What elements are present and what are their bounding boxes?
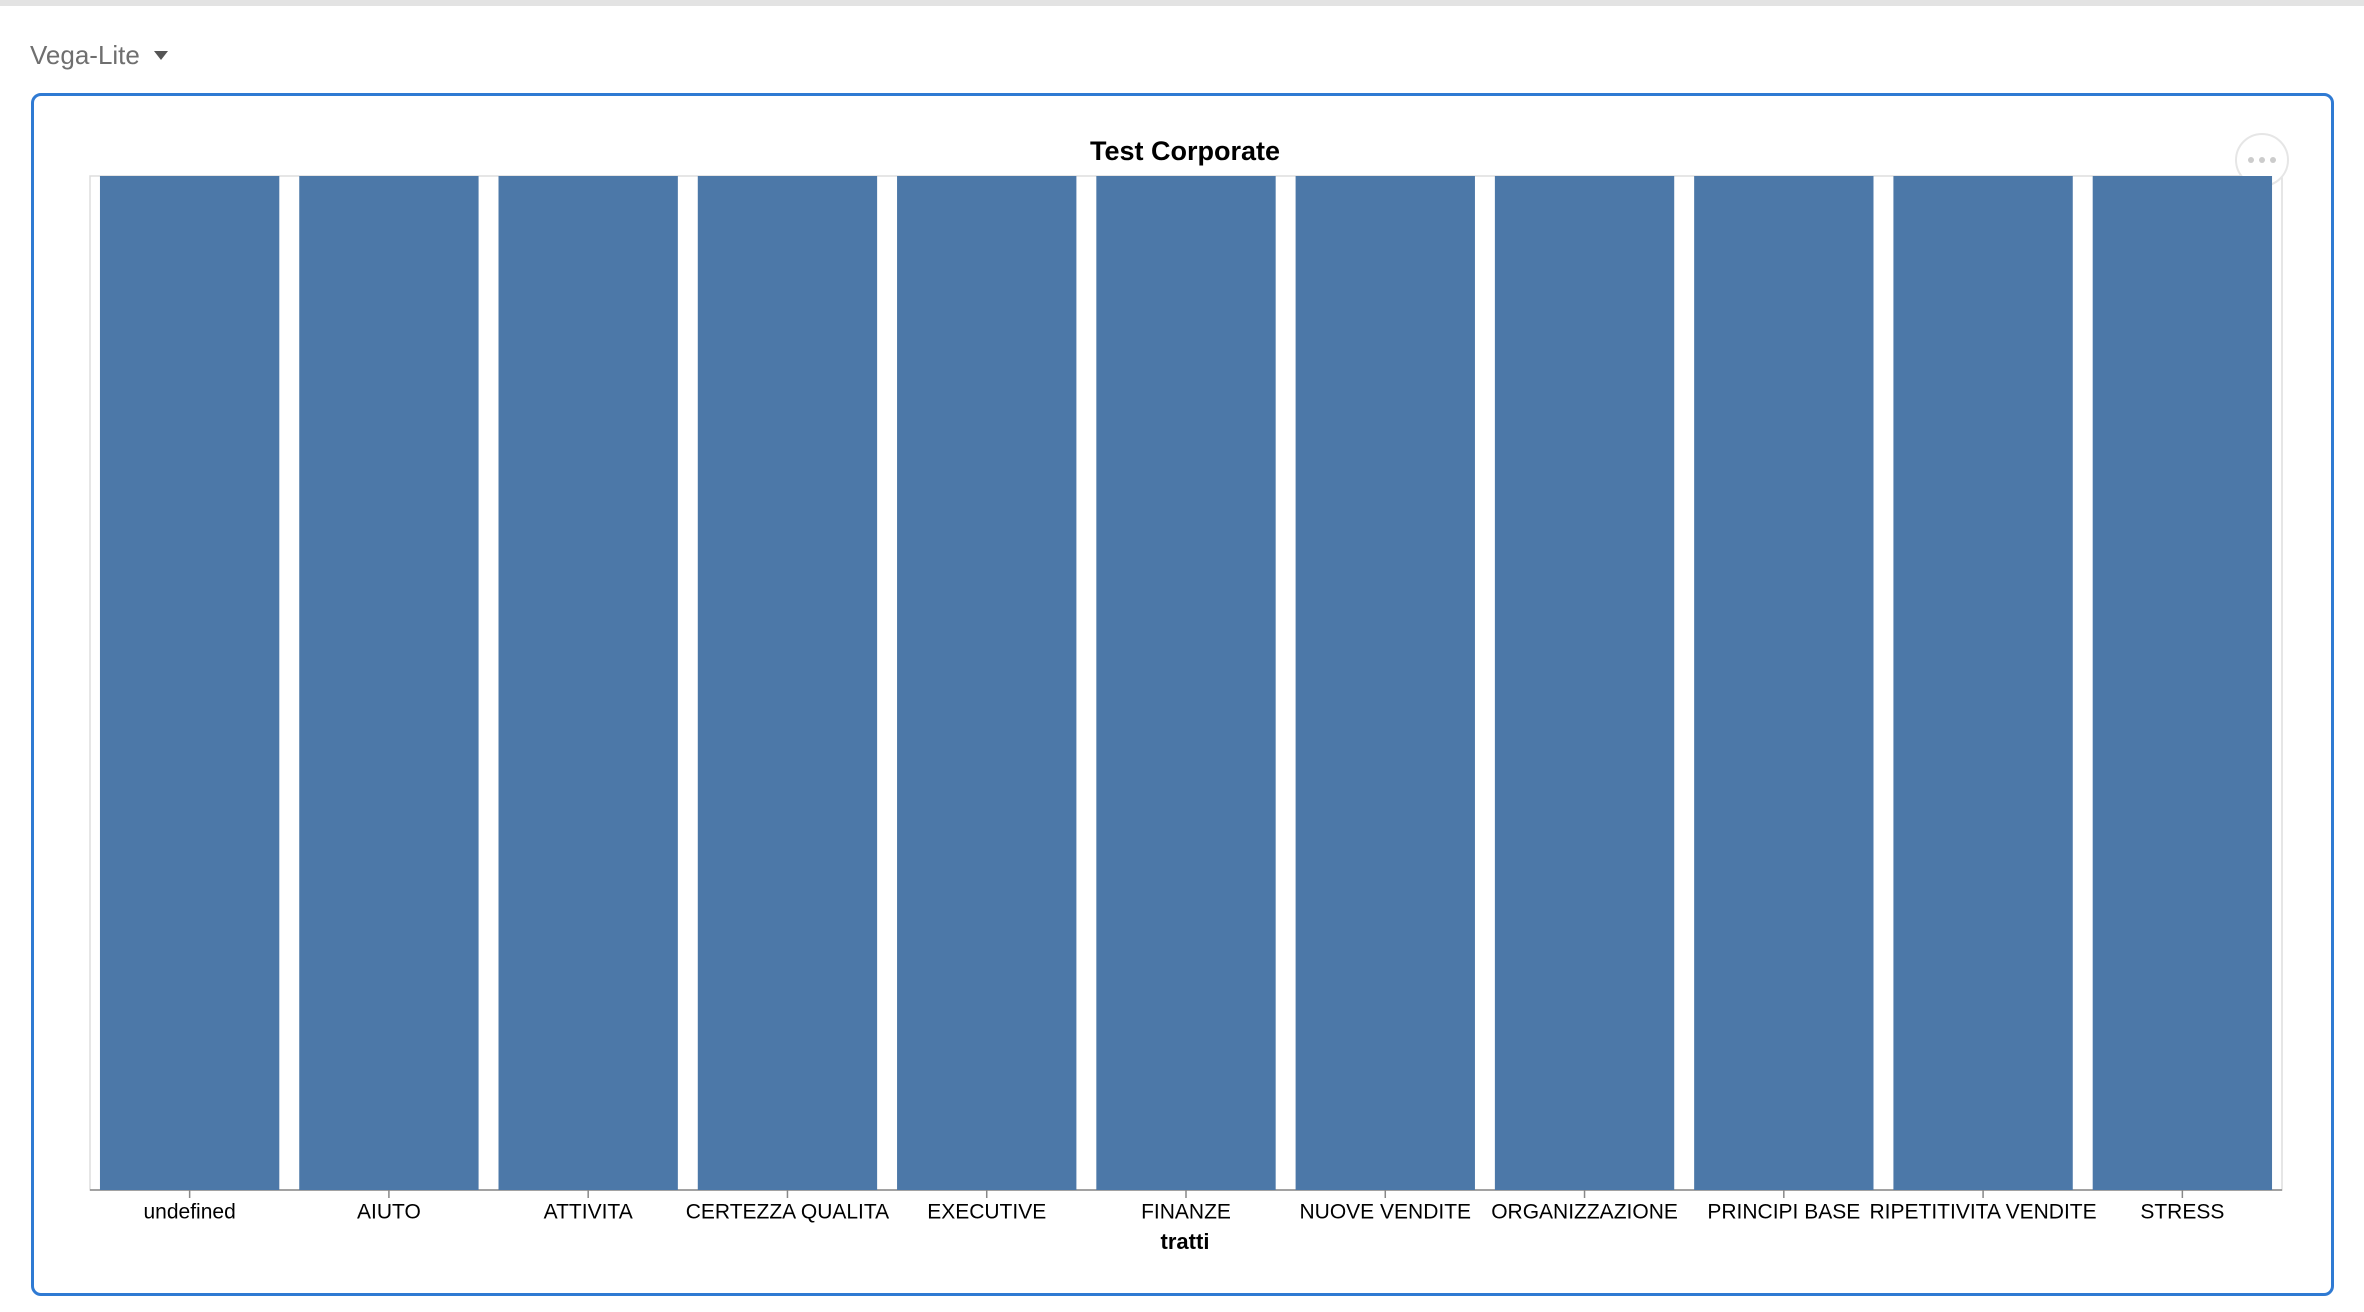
actions-button[interactable]	[2235, 133, 2289, 187]
x-tick-label: CERTEZZA QUALITA	[686, 1201, 889, 1224]
actions-dot	[2259, 157, 2265, 163]
bar	[1494, 176, 1675, 1190]
x-tick-label: undefined	[144, 1201, 236, 1224]
x-tick-label: ATTIVITA	[544, 1201, 633, 1224]
x-tick-label: FINANZE	[1141, 1201, 1231, 1224]
x-tick-label: NUOVE VENDITE	[1300, 1201, 1472, 1224]
bar	[1096, 176, 1276, 1190]
bar	[498, 176, 678, 1190]
bar	[99, 176, 280, 1190]
x-tick-label: PRINCIPI BASE	[1707, 1201, 1860, 1224]
actions-dot	[2270, 157, 2276, 163]
bar	[2092, 176, 2273, 1190]
top-divider	[0, 0, 2364, 6]
x-tick-label: STRESS	[2140, 1201, 2224, 1224]
x-tick-label: RIPETITIVITA VENDITE	[1870, 1201, 2097, 1224]
bar	[299, 176, 479, 1190]
chart-frame	[31, 93, 2334, 1296]
renderer-dropdown[interactable]: Vega-Lite	[30, 40, 168, 71]
bar	[1694, 176, 1874, 1190]
x-tick-label: ORGANIZZAZIONE	[1491, 1201, 1678, 1224]
bar	[697, 176, 878, 1190]
bar	[1893, 176, 2073, 1190]
bar	[1295, 176, 1475, 1190]
actions-dot	[2248, 157, 2254, 163]
dropdown-caret	[153, 51, 168, 60]
x-tick-label: AIUTO	[357, 1201, 421, 1224]
dropdown-label: Vega-Lite	[30, 40, 140, 70]
chart-title: Test Corporate	[1090, 136, 1280, 166]
x-axis-title: tratti	[1161, 1229, 1210, 1254]
bar	[897, 176, 1077, 1190]
x-tick-label: EXECUTIVE	[927, 1201, 1046, 1224]
